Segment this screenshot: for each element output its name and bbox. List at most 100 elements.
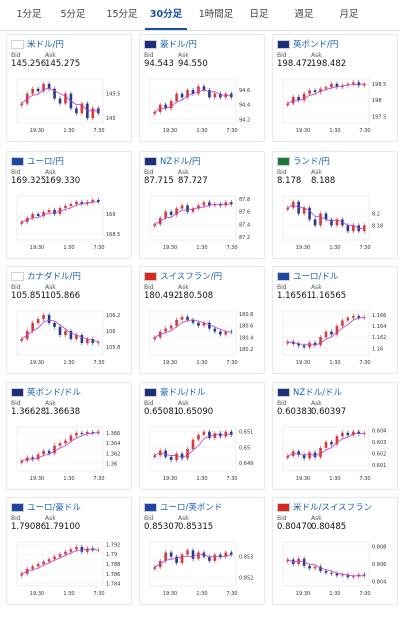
price-chart[interactable]: 106.2 106 105.8 19:30 1:30 7:30 <box>13 307 129 371</box>
tab-5[interactable]: 日足 <box>249 9 269 20</box>
candle <box>324 442 328 448</box>
eu-flag-icon <box>11 502 24 512</box>
eu-flag-icon <box>277 271 290 281</box>
chart-frame <box>16 310 104 356</box>
y-tick-label: 1.362 <box>106 451 120 457</box>
pair-name[interactable]: ユーロ/英ポンド <box>160 503 223 513</box>
price-chart[interactable]: 0.651 0.65 0.649 19:30 1:30 7:30 <box>146 423 262 487</box>
currency-card[interactable]: ユーロ/豪ドル Bid Ask 1.79086 1.79100 1.792 1.79 1.78… <box>6 497 132 605</box>
pair-name[interactable]: NZドル/ドル <box>293 388 343 398</box>
price-chart[interactable]: 169 168.5 19:30 1:30 7:30 <box>13 192 129 256</box>
pair-name[interactable]: 米ドル/円 <box>27 40 64 50</box>
currency-card[interactable]: 豪ドル/ドル Bid Ask 0.65081 0.65090 0.651 0.65 0.649… <box>139 382 265 490</box>
currency-card[interactable]: 米ドル/円 Bid Ask 145.256 145.275 145.5 145 19:30 1:… <box>6 34 132 142</box>
price-chart[interactable]: 1.166 1.164 1.162 1.16 19:30 1:30 7:30 <box>279 307 395 371</box>
pair-name[interactable]: 米ドル/スイスフラン <box>293 503 373 513</box>
card-header[interactable]: 米ドル/スイスフラン <box>277 501 372 513</box>
currency-card[interactable]: 豪ドル/円 Bid Ask 94.543 94.550 94.6 94.4 94.2 19:30… <box>139 34 265 142</box>
bid-label: Bid <box>11 515 21 522</box>
pair-name[interactable]: ユーロ/円 <box>27 157 64 167</box>
pair-name[interactable]: 英ポンド/円 <box>293 40 339 50</box>
y-tick-label: 8.18 <box>372 223 383 229</box>
y-tick-label: 1.166 <box>372 313 386 319</box>
bid-value: 1.16561 <box>277 291 313 301</box>
moving-average-line <box>21 548 99 575</box>
price-chart[interactable]: 8.2 8.18 19:30 1:30 7:30 <box>279 192 395 256</box>
candle <box>58 554 62 557</box>
candle <box>286 207 290 210</box>
candle <box>86 339 89 343</box>
pair-name[interactable]: 豪ドル/ドル <box>160 388 206 398</box>
card-header[interactable]: 米ドル/円 <box>11 38 64 50</box>
currency-card[interactable]: スイスフラン/円 Bid Ask 180.492 180.508 180.8 180.6 18… <box>139 266 265 374</box>
currency-card[interactable]: カナダドル/円 Bid Ask 105.851 105.866 106.2 106 105.8… <box>6 266 132 374</box>
tab-0[interactable]: 1分足 <box>16 9 42 20</box>
tab-2[interactable]: 15分足 <box>106 9 138 20</box>
price-chart[interactable]: 87.8 87.6 87.4 87.2 19:30 1:30 7:30 <box>146 192 262 256</box>
candle <box>169 456 173 460</box>
moving-average-line <box>154 553 232 568</box>
tab-1[interactable]: 5分足 <box>60 9 86 20</box>
chart-frame <box>282 426 370 472</box>
candle <box>197 434 200 440</box>
price-chart[interactable]: 0.604 0.603 0.602 0.601 19:30 1:30 7:30 <box>279 423 395 487</box>
y-tick-label: 1.366 <box>106 431 120 437</box>
pair-name[interactable]: ユーロ/豪ドル <box>27 503 81 513</box>
tab-4[interactable]: 1時間足 <box>198 9 234 20</box>
price-chart[interactable]: 180.8 180.6 180.4 180.2 19:30 1:30 7:30 <box>146 307 262 371</box>
tab-7[interactable]: 月足 <box>339 9 359 20</box>
y-tick-label: 145.5 <box>106 92 120 98</box>
pair-name[interactable]: スイスフラン/円 <box>160 272 223 282</box>
currency-card[interactable]: ユーロ/円 Bid Ask 169.325 169.330 169 168.5 19:30 1:… <box>6 151 132 259</box>
y-tick-label: 106.2 <box>106 313 120 319</box>
card-header[interactable]: 英ポンド/ドル <box>11 386 81 398</box>
price-chart[interactable]: 198.5 198 197.5 19:30 1:30 7:30 <box>279 75 395 139</box>
card-header[interactable]: NZドル/円 <box>144 155 201 167</box>
currency-card[interactable]: 英ポンド/円 Bid Ask 198.472 198.482 198.5 198 197.5 1… <box>272 34 398 142</box>
currency-card[interactable]: 英ポンド/ドル Bid Ask 1.36628 1.36638 1.366 1.364 1.3… <box>6 382 132 490</box>
tab-6[interactable]: 週足 <box>294 9 314 20</box>
price-chart[interactable]: 94.6 94.4 94.2 19:30 1:30 7:30 <box>146 75 262 139</box>
currency-card[interactable]: ランド/円 Bid Ask 8.178 8.188 8.2 8.18 19:30 1:30 7:3… <box>272 151 398 259</box>
candle <box>346 225 350 232</box>
price-chart-svg: 87.8 87.6 87.4 87.2 19:30 1:30 7:30 <box>149 195 250 251</box>
candle <box>341 85 344 88</box>
price-chart[interactable]: 0.808 0.806 0.804 19:30 1:30 7:30 <box>279 538 395 602</box>
tab-3[interactable]: 30分足 <box>145 0 187 30</box>
y-tick-label: 1.164 <box>372 324 386 330</box>
pair-name[interactable]: ランド/円 <box>293 157 330 167</box>
pair-name[interactable]: 英ポンド/ドル <box>27 388 81 398</box>
price-chart[interactable]: 0.853 0.852 19:30 1:30 7:30 <box>146 538 262 602</box>
card-header[interactable]: 豪ドル/円 <box>144 38 197 50</box>
card-header[interactable]: ユーロ/豪ドル <box>11 501 81 513</box>
candle <box>164 104 167 109</box>
card-header[interactable]: ユーロ/円 <box>11 155 64 167</box>
currency-card[interactable]: 米ドル/スイスフラン Bid Ask 0.80470 0.80485 0.808 0.806… <box>272 497 398 605</box>
candle <box>286 559 290 562</box>
price-chart[interactable]: 1.792 1.79 1.788 1.786 1.784 19:30 1:30 7:30 <box>13 538 129 602</box>
currency-card[interactable]: NZドル/ドル Bid Ask 0.60383 0.60397 0.604 0.603 0.6… <box>272 382 398 490</box>
currency-card[interactable]: ユーロ/ドル Bid Ask 1.16561 1.16565 1.166 1.164 1.16… <box>272 266 398 374</box>
y-tick-label: 1.162 <box>372 335 386 341</box>
card-header[interactable]: 英ポンド/円 <box>277 38 338 50</box>
card-header[interactable]: ランド/円 <box>277 155 330 167</box>
price-chart[interactable]: 145.5 145 19:30 1:30 7:30 <box>13 75 129 139</box>
price-chart[interactable]: 1.366 1.364 1.362 1.36 19:30 1:30 7:30 <box>13 423 129 487</box>
candle <box>31 88 34 94</box>
card-header[interactable]: カナダドル/円 <box>11 270 81 282</box>
card-header[interactable]: スイスフラン/円 <box>144 270 222 282</box>
card-header[interactable]: ユーロ/ドル <box>277 270 338 282</box>
card-header[interactable]: ユーロ/英ポンド <box>144 501 222 513</box>
card-header[interactable]: NZドル/ドル <box>277 386 342 398</box>
card-header[interactable]: 豪ドル/ドル <box>144 386 205 398</box>
candle <box>308 207 311 220</box>
pair-name[interactable]: NZドル/円 <box>160 157 201 167</box>
currency-card[interactable]: NZドル/円 Bid Ask 87.715 87.727 87.8 87.6 87.4 87.2… <box>139 151 265 259</box>
candle <box>186 90 189 98</box>
x-tick-label: 1:30 <box>329 360 340 366</box>
currency-card[interactable]: ユーロ/英ポンド Bid Ask 0.85307 0.85315 0.853 0.852 19… <box>139 497 265 605</box>
pair-name[interactable]: 豪ドル/円 <box>160 40 197 50</box>
pair-name[interactable]: カナダドル/円 <box>27 272 81 282</box>
y-tick-label: 87.6 <box>239 210 250 216</box>
pair-name[interactable]: ユーロ/ドル <box>293 272 339 282</box>
